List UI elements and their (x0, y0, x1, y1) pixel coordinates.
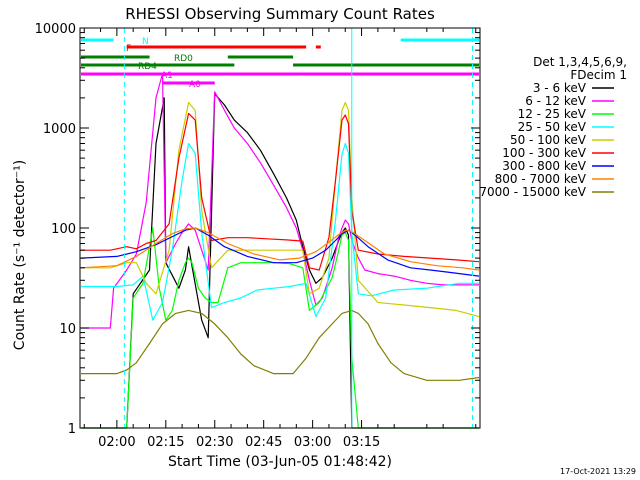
y-axis: 1 10 100 1000 10000 (35, 22, 480, 437)
status-bar-label-f: F (126, 44, 131, 54)
legend-label-300-800-kev: 300 - 800 keV (502, 159, 586, 173)
series-line-50-100-kev (81, 101, 480, 318)
plot-frame (79, 27, 481, 429)
status-bars: N F RD0 RD4 A0 A1 (80, 37, 480, 90)
x-tick-label: 02:45 (245, 435, 282, 450)
series-line-800-7000-kev (80, 227, 480, 271)
status-bar-label-n: N (142, 37, 149, 47)
legend-label-7000-15000-kev: 7000 - 15000 keV (479, 185, 586, 199)
x-tick-label: 02:30 (196, 435, 233, 450)
chart-title: RHESSI Observing Summary Count Rates (125, 5, 435, 23)
footer-timestamp: 17-Oct-2021 13:29 (560, 467, 636, 476)
series-line-300-800-kev (80, 227, 480, 277)
status-bar-label-rd0: RD0 (174, 54, 193, 64)
series-line-12-25-kev (81, 227, 479, 429)
y-tick-label: 1000 (43, 122, 76, 137)
legend-label-12-25-kev: 12 - 25 keV (518, 107, 587, 121)
legend-label-800-7000-kev: 800 - 7000 keV (495, 172, 587, 186)
legend-header-line-2: FDecim 1 (570, 68, 627, 82)
x-tick-label: 02:15 (147, 435, 184, 450)
y-tick-label: 100 (51, 222, 76, 237)
x-axis-label: Start Time (03-Jun-05 01:48:42) (168, 454, 392, 470)
series-line-100-300-kev (81, 112, 480, 271)
legend-label-50-100-kev: 50 - 100 keV (510, 133, 587, 147)
y-tick-label: 1 (68, 422, 76, 437)
legend-header-line-1: Det 1,3,4,5,6,9, (533, 55, 627, 69)
series-lines (80, 72, 480, 429)
y-axis-label: Count Rate (s⁻¹ detector⁻¹) (12, 160, 28, 350)
series-line-7000-15000-kev (81, 309, 480, 381)
series-line-6-12-kev (81, 72, 479, 329)
legend-label-3-6-kev: 3 - 6 keV (533, 81, 587, 95)
legend-label-100-300-kev: 100 - 300 keV (502, 146, 586, 160)
status-bar-label-a0: A0 (189, 80, 201, 90)
x-tick-label: 03:00 (294, 435, 331, 450)
x-axis: 02:00 02:15 02:30 02:45 03:00 03:15 (83, 28, 477, 450)
y-tick-label: 10 (59, 322, 76, 337)
status-bar-label-rd4: RD4 (138, 62, 157, 72)
legend-label-25-50-kev: 25 - 50 keV (518, 120, 587, 134)
status-bar-label-a1: A1 (161, 71, 173, 81)
x-tick-label: 03:15 (343, 435, 380, 450)
y-tick-label: 10000 (35, 22, 76, 37)
x-tick-label: 02:00 (98, 435, 135, 450)
series-line-25-50-kev (81, 142, 479, 321)
legend-label-6-12-kev: 6 - 12 keV (525, 94, 587, 108)
